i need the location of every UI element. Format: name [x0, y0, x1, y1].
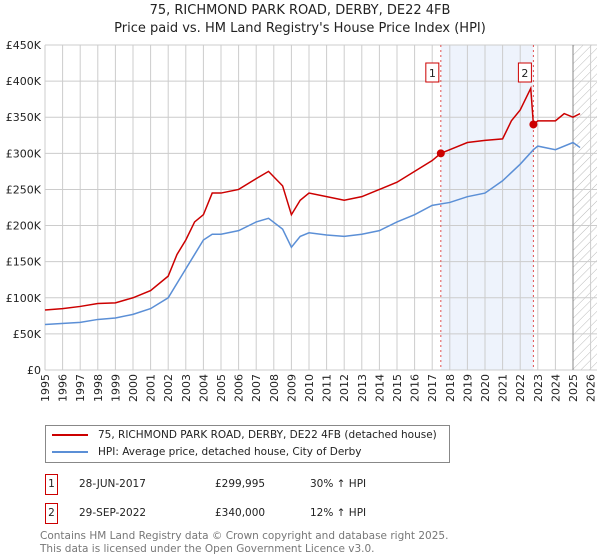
chart-title: 75, RICHMOND PARK ROAD, DERBY, DE22 4FB	[149, 3, 451, 18]
x-tick-label: 2012	[338, 374, 351, 402]
x-tick-label: 2016	[409, 374, 422, 402]
legend-label: 75, RICHMOND PARK ROAD, DERBY, DE22 4FB …	[98, 429, 437, 441]
x-tick-label: 2013	[356, 374, 369, 402]
legend-item-hpi: HPI: Average price, detached house, City…	[52, 446, 361, 458]
footer: Contains HM Land Registry data © Crown c…	[40, 530, 448, 556]
x-tick-label: 2022	[514, 374, 527, 402]
x-tick-label: 2006	[233, 374, 246, 402]
legend-swatch-blue	[52, 451, 88, 453]
x-tick-label: 2020	[479, 374, 492, 402]
y-tick-label: £50K	[13, 328, 42, 341]
sale-point	[529, 120, 538, 129]
x-tick-label: 2015	[391, 374, 404, 402]
legend-swatch-red	[52, 434, 88, 436]
x-tick-label: 2014	[373, 374, 386, 402]
x-tick-label: 2003	[180, 374, 193, 402]
x-tick-label: 2024	[549, 374, 562, 402]
y-tick-label: £450K	[6, 39, 42, 52]
annotation-badge: 1	[425, 62, 440, 83]
sale-point	[436, 149, 445, 158]
x-tick-label: 2005	[215, 374, 228, 402]
chart-subtitle: Price paid vs. HM Land Registry's House …	[114, 21, 486, 36]
y-tick-label: £350K	[6, 111, 42, 124]
y-tick-label: £250K	[6, 183, 42, 196]
legend-item-property: 75, RICHMOND PARK ROAD, DERBY, DE22 4FB …	[52, 429, 437, 441]
annotation-badge: 2	[517, 62, 532, 83]
x-tick-label: 2004	[197, 374, 210, 402]
x-tick-label: 2008	[268, 374, 281, 402]
price-chart: 1995 1996 1997 1998 1999 2000 2001 2002 2003 2004…	[6, 39, 598, 402]
y-tick-label: £300K	[6, 147, 42, 160]
y-tick-label: £0	[27, 364, 41, 377]
x-tick-label: 2000	[127, 374, 140, 402]
transaction-price: £299,995	[215, 478, 266, 490]
transaction-date: 29-SEP-2022	[79, 507, 147, 519]
x-tick-label: 1996	[57, 374, 70, 402]
transaction-price: £340,000	[215, 507, 266, 519]
hpi-line	[44, 141, 581, 326]
legend-label: HPI: Average price, detached house, City…	[98, 446, 362, 458]
transaction-hpi: 12% ↑ HPI	[310, 507, 367, 519]
annotation-label: 1	[429, 67, 436, 80]
y-tick-label: £200K	[6, 220, 42, 233]
footer-licence: This data is licensed under the Open Gov…	[40, 543, 375, 555]
transaction-hpi: 30% ↑ HPI	[310, 478, 367, 490]
annotation-label: 2	[521, 67, 528, 80]
y-tick-label: £100K	[6, 292, 42, 305]
property-price-line	[44, 85, 581, 311]
annotation-box	[425, 62, 440, 83]
x-tick-label: 2010	[303, 374, 316, 402]
x-tick-label: 2009	[285, 374, 298, 402]
x-tick-label: 2011	[321, 374, 334, 402]
x-tick-label: 2026	[585, 374, 598, 402]
highlight-band	[440, 45, 534, 370]
x-tick-label: 2023	[532, 374, 545, 402]
x-tick-label: 1998	[92, 374, 105, 402]
x-tick-label: 2007	[250, 374, 263, 402]
annotation-box	[517, 62, 532, 83]
x-tick-label: 2021	[497, 374, 510, 402]
x-tick-label: 1995	[39, 374, 52, 402]
marker-badge: 2	[45, 503, 58, 524]
x-tick-label: 2019	[461, 374, 474, 402]
x-tick-label: 2001	[145, 374, 158, 402]
legend: 75, RICHMOND PARK ROAD, DERBY, DE22 4FB …	[45, 425, 450, 463]
x-tick-label: 1999	[109, 374, 122, 402]
forecast-hatch	[573, 45, 597, 370]
transaction-row: 2 29-SEP-2022 £340,000 12% ↑ HPI	[45, 503, 445, 524]
y-tick-label: £150K	[6, 256, 42, 269]
x-tick-label: 2025	[567, 374, 580, 402]
y-tick-label: £400K	[6, 75, 42, 88]
transaction-row: 1 28-JUN-2017 £299,995 30% ↑ HPI	[45, 474, 445, 495]
marker-badge: 1	[45, 474, 58, 495]
x-tick-label: 2018	[444, 374, 457, 402]
x-tick-label: 2017	[426, 374, 439, 402]
transaction-date: 28-JUN-2017	[79, 478, 146, 490]
footer-copyright: Contains HM Land Registry data © Crown c…	[40, 530, 449, 542]
x-tick-label: 1997	[74, 374, 87, 402]
x-tick-label: 2002	[162, 374, 175, 402]
